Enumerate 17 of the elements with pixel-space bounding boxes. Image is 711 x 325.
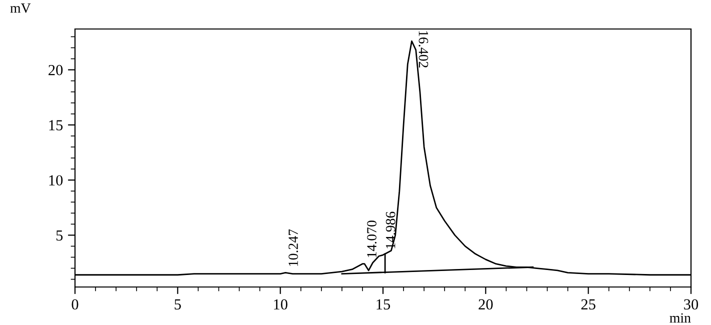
x-tick-label: 20 xyxy=(478,299,493,310)
y-tick-label: 5 xyxy=(56,230,63,241)
y-tick-label: 10 xyxy=(49,175,63,186)
x-tick-label: 30 xyxy=(684,299,698,310)
annotation: 14.070 xyxy=(367,220,377,258)
x-axis-title: min xyxy=(670,313,691,322)
x-tick-label: 10 xyxy=(274,299,288,310)
x-tick-label: 5 xyxy=(174,299,181,310)
y-tick-label: 15 xyxy=(49,120,63,130)
annotation: 10.247 xyxy=(288,229,298,266)
annotation: 14.986 xyxy=(386,212,396,248)
y-axis-title: mV xyxy=(10,4,31,13)
x-tick-label: 25 xyxy=(581,299,596,310)
x-tick-label: 15 xyxy=(376,299,390,310)
annotation: 16.402 xyxy=(418,31,428,68)
x-tick-label: 0 xyxy=(72,299,78,310)
y-tick-label: 20 xyxy=(48,64,63,76)
